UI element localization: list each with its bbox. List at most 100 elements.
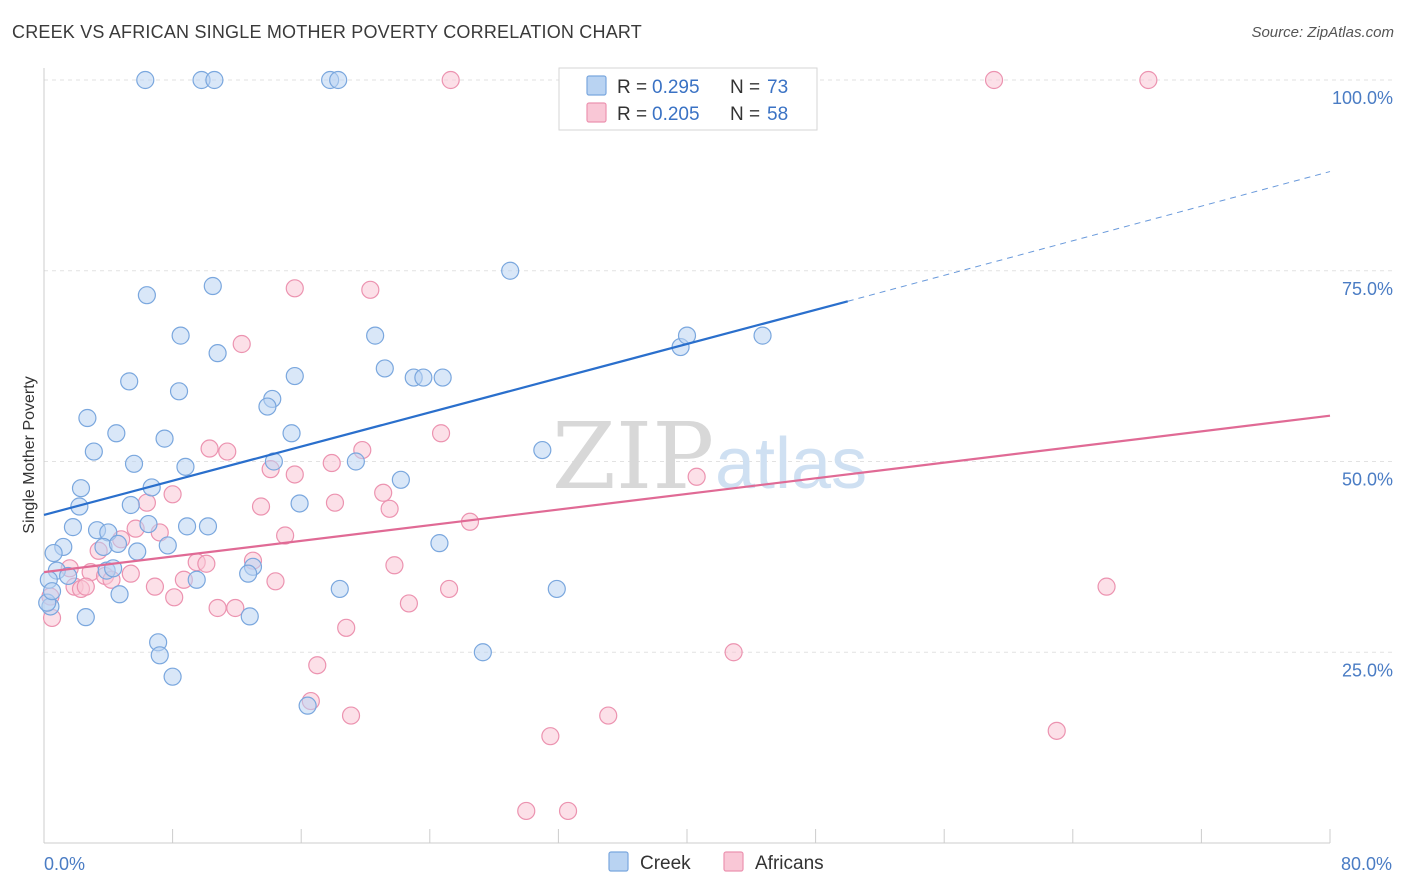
creek-point-4 [329,70,348,90]
creek-point-30 [176,457,195,476]
creek-point-33 [391,470,410,489]
africans-point-24 [276,526,295,545]
watermark-atlas-text: atlas [715,424,867,504]
creek-point-15 [120,372,139,391]
creek-point-13 [208,344,227,363]
africans-point-49 [337,618,356,637]
creek-point-70 [298,696,317,715]
africans-point-4 [361,280,380,299]
creek-point-46 [44,543,63,563]
creek-point-18 [414,368,433,387]
creek-point-14 [375,359,394,378]
africans-trend-line [43,414,1331,574]
creek-point-19 [433,368,452,387]
legend-n-label-africans: N = [730,104,765,125]
legend-n-value-creek: 73 [767,77,788,98]
africans-point-14 [163,485,182,504]
creek-point-5 [501,261,520,280]
creek-point-28 [533,440,552,460]
africans-point-54 [599,706,618,725]
africans-point-13 [687,467,706,486]
creek-point-7 [137,286,156,305]
africans-point-56 [541,727,560,746]
creek-point-39 [63,518,83,537]
africans-point-3 [285,279,304,298]
trend-lines [43,171,1331,574]
creek-point-36 [290,494,309,513]
africans-point-48 [226,598,245,618]
creek-point-34 [71,479,91,498]
africans-point-15 [374,483,393,502]
creek-point-8 [171,326,190,345]
legend-swatch-africans [586,102,607,123]
creek-point-50 [158,536,177,555]
africans-point-7 [200,439,219,458]
creek-point-60 [110,585,129,604]
creek-point-59 [239,564,258,583]
africans-point-18 [251,497,271,516]
africans-point-6 [431,424,451,443]
y-axis-label: Single Mother Poverty [21,376,38,533]
africans-point-8 [218,442,237,461]
stats-legend: R = 0.295 N = 73 R = 0.205 N = 58 [558,67,818,131]
africans-point-39 [76,577,95,596]
creek-point-22 [258,397,277,416]
creek-point-2 [205,70,224,90]
creek-trend-extension [847,171,1331,302]
axes [43,68,1331,844]
africans-point-16 [137,493,156,512]
creek-point-26 [282,424,301,443]
watermark-zip-text: ZIP [552,403,714,510]
africans-point-53 [341,706,361,725]
creek-point-67 [150,646,169,665]
creek-point-38 [121,495,140,515]
creek-point-69 [473,643,492,662]
legend-n-value-africans: 58 [767,104,788,125]
creek-point-48 [108,534,128,554]
x-tick-label-min: 0.0% [44,854,85,874]
africans-point-12 [285,465,304,484]
africans-point-19 [380,499,399,518]
series-legend-swatch-africans [723,851,744,872]
creek-point-16 [285,366,304,386]
africans-point-51 [724,643,743,662]
africans-point-33 [121,564,140,583]
creek-point-32 [346,452,365,471]
africans-point-1 [984,70,1004,90]
chart-source: Source: ZipAtlas.com [1251,24,1394,41]
creek-point-12 [753,326,772,345]
y-tick-labels: 25.0% 50.0% 75.0% 100.0% [1332,88,1393,680]
creek-point-23 [78,408,97,428]
africans-point-55 [1047,721,1066,740]
x-tick-label-max: 80.0% [1341,854,1392,874]
africans-point-50 [308,656,327,675]
creek-point-62 [547,579,566,599]
chart-title: CREEK VS AFRICAN SINGLE MOTHER POVERTY C… [12,22,642,42]
creek-point-27 [84,442,103,461]
series-legend-swatch-creek [608,851,629,872]
y-tick-label-3: 100.0% [1332,88,1393,108]
creek-trend-line [43,300,849,516]
x-tick-labels: 0.0% 80.0% [44,854,1392,874]
creek-point-51 [430,534,449,553]
legend-swatch-creek [586,75,607,96]
creek-point-44 [198,517,218,536]
africans-point-44 [165,588,184,607]
creek-points [38,70,772,715]
africans-point-0 [441,70,460,90]
creek-point-72 [42,582,62,601]
africans-point-45 [399,594,419,613]
creek-point-53 [59,566,78,586]
creek-point-25 [155,429,174,448]
africans-point-17 [325,493,345,512]
creek-point-61 [330,579,349,599]
africans-point-29 [385,556,404,575]
creek-point-6 [203,276,222,296]
africans-point-36 [266,572,285,591]
africans-point-28 [197,554,216,573]
africans-point-58 [558,801,578,821]
creek-point-20 [169,382,189,401]
legend-r-value-creek: 0.295 [652,77,700,98]
y-tick-label-0: 25.0% [1342,660,1393,680]
creek-point-58 [187,570,206,589]
